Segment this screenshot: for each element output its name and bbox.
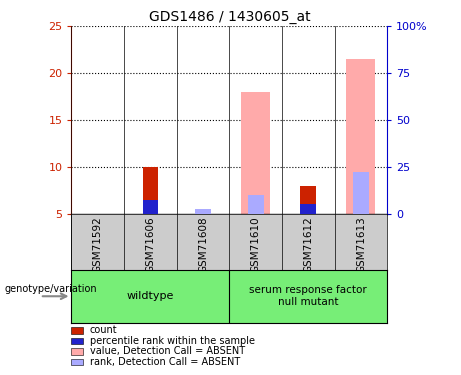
Text: value, Detection Call = ABSENT: value, Detection Call = ABSENT (90, 346, 245, 356)
Bar (347, 59, 375, 214)
Bar (142, 167, 158, 214)
Text: GSM71606: GSM71606 (145, 216, 155, 273)
Bar (248, 195, 264, 214)
Bar (353, 172, 369, 214)
Bar (301, 186, 316, 214)
Bar (142, 200, 158, 214)
Text: GSM71592: GSM71592 (93, 216, 103, 273)
Text: GSM71610: GSM71610 (251, 216, 260, 273)
Text: rank, Detection Call = ABSENT: rank, Detection Call = ABSENT (90, 357, 240, 367)
Bar (195, 209, 211, 214)
Text: count: count (90, 326, 118, 335)
Text: GSM71612: GSM71612 (303, 216, 313, 273)
Text: GSM71613: GSM71613 (356, 216, 366, 273)
Bar (241, 92, 270, 214)
Text: GSM71608: GSM71608 (198, 216, 208, 273)
Text: percentile rank within the sample: percentile rank within the sample (90, 336, 255, 346)
Text: serum response factor
null mutant: serum response factor null mutant (249, 285, 367, 307)
Bar (301, 204, 316, 214)
Text: genotype/variation: genotype/variation (5, 284, 97, 294)
Title: GDS1486 / 1430605_at: GDS1486 / 1430605_at (148, 10, 310, 24)
Text: wildtype: wildtype (127, 291, 174, 301)
